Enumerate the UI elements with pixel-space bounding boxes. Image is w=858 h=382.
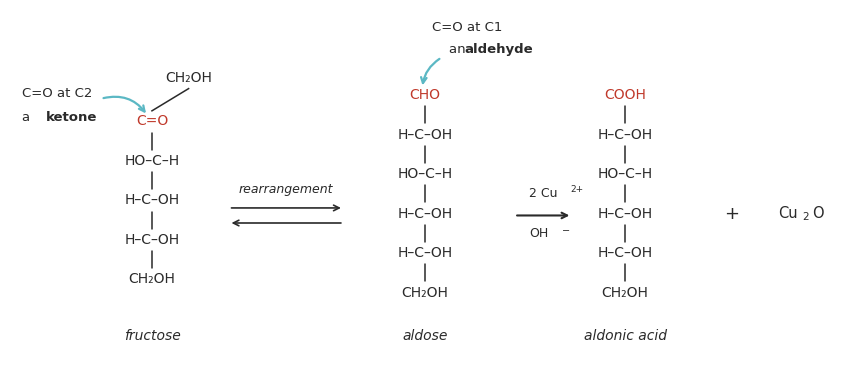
Text: H–C–OH: H–C–OH (597, 207, 653, 220)
Text: aldehyde: aldehyde (465, 43, 534, 56)
Text: COOH: COOH (604, 88, 646, 102)
Text: H–C–OH: H–C–OH (597, 128, 653, 142)
Text: aldose: aldose (402, 329, 447, 343)
Text: 2: 2 (802, 212, 809, 222)
Text: −: − (562, 225, 570, 236)
Text: CH₂OH: CH₂OH (166, 71, 212, 85)
Text: H–C–OH: H–C–OH (397, 207, 452, 220)
Text: an: an (449, 43, 469, 56)
Text: a: a (21, 111, 34, 124)
Text: CHO: CHO (409, 88, 440, 102)
Text: C=O: C=O (136, 114, 168, 128)
Text: H–C–OH: H–C–OH (124, 193, 179, 207)
Text: HO–C–H: HO–C–H (397, 167, 452, 181)
Text: H–C–OH: H–C–OH (597, 246, 653, 260)
Text: C=O at C1: C=O at C1 (432, 21, 503, 34)
Text: aldonic acid: aldonic acid (583, 329, 667, 343)
Text: 2+: 2+ (571, 185, 583, 194)
Text: CH₂OH: CH₂OH (129, 272, 175, 286)
Text: ketone: ketone (45, 111, 97, 124)
Text: HO–C–H: HO–C–H (124, 154, 179, 168)
Text: 2 Cu: 2 Cu (529, 187, 558, 200)
Text: O: O (813, 206, 825, 221)
Text: CH₂OH: CH₂OH (601, 286, 649, 299)
Text: H–C–OH: H–C–OH (124, 233, 179, 247)
Text: H–C–OH: H–C–OH (397, 128, 452, 142)
Text: fructose: fructose (124, 329, 180, 343)
Text: H–C–OH: H–C–OH (397, 246, 452, 260)
Text: Cu: Cu (778, 206, 798, 221)
Text: HO–C–H: HO–C–H (597, 167, 653, 181)
Text: +: + (724, 205, 739, 223)
Text: OH: OH (529, 227, 548, 240)
Text: CH₂OH: CH₂OH (402, 286, 448, 299)
Text: rearrangement: rearrangement (239, 183, 334, 196)
Text: C=O at C2: C=O at C2 (21, 87, 92, 100)
